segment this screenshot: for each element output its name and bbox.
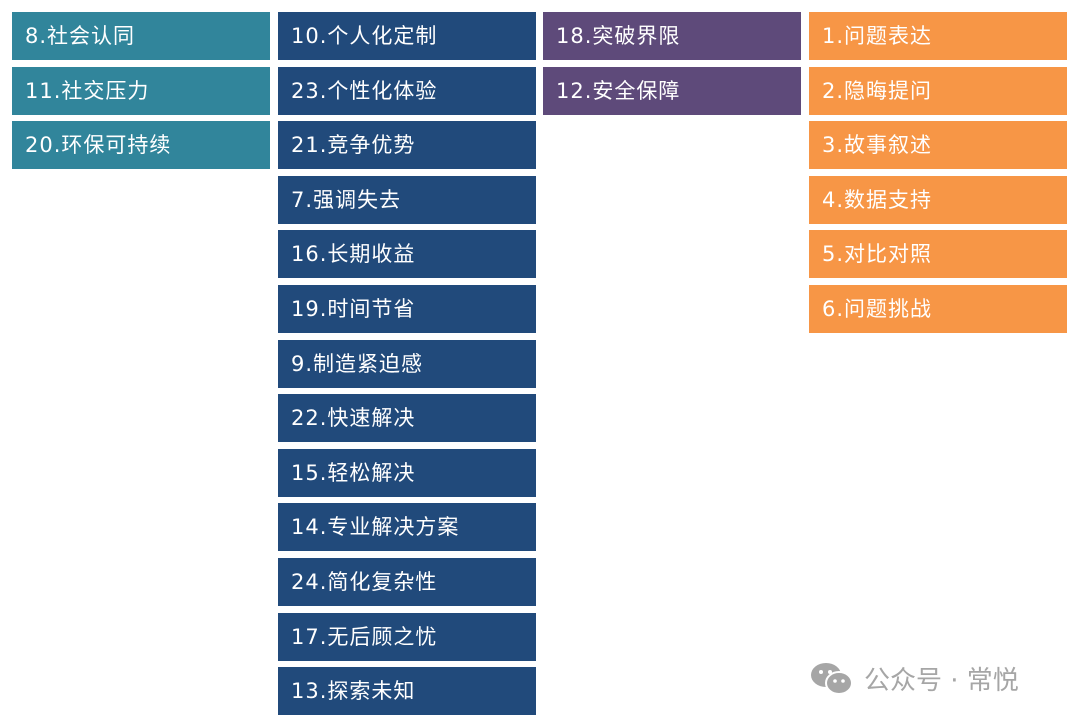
item-box: 11.社交压力 [12,66,270,115]
item-box: 4.数据支持 [809,175,1067,224]
item-box: 1.问题表达 [809,12,1067,60]
column-purple: 18.突破界限 12.安全保障 [543,12,801,121]
column-teal: 8.社会认同 11.社交压力 20.环保可持续 [12,12,270,176]
item-box: 7.强调失去 [278,175,536,224]
column-orange: 1.问题表达 2.隐晦提问 3.故事叙述 4.数据支持 5.对比对照 6.问题挑战 [809,12,1067,340]
item-box: 14.专业解决方案 [278,503,536,552]
item-box: 19.时间节省 [278,284,536,333]
item-box: 20.环保可持续 [12,121,270,170]
item-box: 24.简化复杂性 [278,557,536,606]
item-box: 13.探索未知 [278,667,536,716]
item-box: 2.隐晦提问 [809,66,1067,115]
item-box: 17.无后顾之忧 [278,612,536,661]
item-box: 22.快速解决 [278,394,536,443]
item-box: 5.对比对照 [809,230,1067,279]
item-box: 15.轻松解决 [278,448,536,497]
item-box: 6.问题挑战 [809,284,1067,333]
wechat-icon [811,662,853,695]
item-box: 12.安全保障 [543,66,801,115]
item-box: 8.社会认同 [12,12,270,60]
column-navy: 10.个人化定制 23.个性化体验 21.竞争优势 7.强调失去 16.长期收益 19.时… [278,12,536,722]
item-box: 16.长期收益 [278,230,536,279]
watermark: 公众号 · 常悦 [810,660,1019,697]
item-box: 3.故事叙述 [809,121,1067,170]
item-box: 21.竞争优势 [278,121,536,170]
item-box: 23.个性化体验 [278,66,536,115]
item-box: 9.制造紧迫感 [278,339,536,388]
item-box: 18.突破界限 [543,12,801,60]
watermark-text: 公众号 · 常悦 [864,666,1019,696]
item-box: 10.个人化定制 [278,12,536,60]
